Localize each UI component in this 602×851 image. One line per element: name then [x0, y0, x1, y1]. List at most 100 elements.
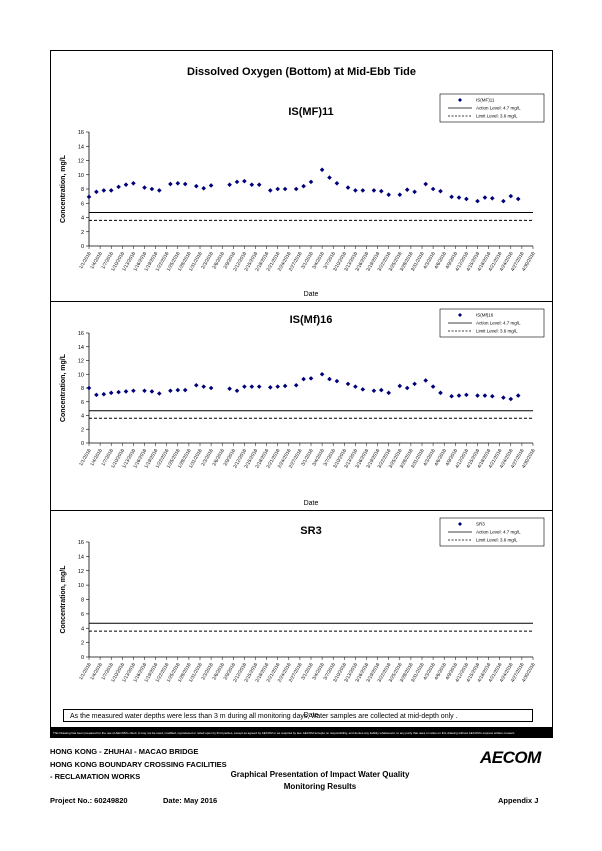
y-tick-label: 12: [78, 159, 84, 165]
data-point: [227, 386, 232, 391]
data-point: [168, 388, 173, 394]
data-point: [456, 393, 462, 398]
data-point: [404, 385, 410, 391]
legend-label-limit: Limit Level: 3.6 mg/L: [476, 114, 518, 119]
data-point: [194, 382, 199, 388]
y-tick-label: 4: [81, 216, 84, 222]
data-point: [123, 182, 129, 188]
x-axis-label: Date: [304, 500, 319, 507]
data-point: [182, 181, 188, 187]
data-point: [242, 384, 247, 389]
data-point: [182, 387, 188, 393]
data-point: [327, 175, 332, 180]
y-tick-label: 10: [78, 173, 84, 179]
y-tick-label: 0: [81, 441, 84, 447]
data-point: [515, 393, 521, 398]
footer-project-number: Project No.: 60249820: [50, 796, 128, 805]
data-point: [168, 181, 173, 187]
legend-marker-series: [458, 313, 462, 317]
legend-label-series: IS(Mf)16: [476, 313, 494, 318]
data-point: [501, 395, 506, 400]
data-point: [353, 188, 358, 193]
data-point: [345, 381, 351, 387]
data-point: [149, 186, 155, 192]
data-point: [334, 181, 340, 186]
data-point: [227, 182, 232, 188]
legend-marker-series: [458, 522, 462, 526]
data-point: [131, 388, 136, 394]
legend-label-action: Action Level: 4.7 mg/L: [476, 321, 521, 326]
data-point: [397, 383, 403, 389]
data-point: [482, 195, 488, 200]
data-point: [108, 188, 114, 193]
legend-label-action: Action Level: 4.7 mg/L: [476, 106, 521, 111]
data-point: [449, 393, 454, 399]
y-tick-label: 4: [81, 626, 84, 632]
data-point: [371, 388, 377, 394]
data-point: [201, 384, 206, 389]
y-tick-label: 0: [81, 655, 84, 661]
data-point: [175, 181, 181, 186]
data-point: [404, 187, 410, 193]
data-point: [101, 188, 107, 193]
data-point: [308, 179, 314, 185]
data-point: [379, 188, 384, 194]
data-point: [490, 393, 495, 399]
data-point: [275, 186, 280, 192]
chart-title: SR3: [300, 525, 321, 537]
y-tick-label: 16: [78, 130, 84, 136]
data-point: [101, 391, 107, 397]
data-point: [501, 198, 506, 204]
y-tick-label: 4: [81, 414, 84, 420]
data-point: [371, 188, 377, 193]
y-axis-label: Concentration, mg/L: [60, 565, 67, 634]
y-tick-label: 6: [81, 612, 84, 618]
data-point: [268, 188, 273, 193]
y-tick-label: 2: [81, 641, 84, 647]
legend-label-series: IS(MF)11: [476, 98, 495, 103]
data-point: [94, 189, 99, 195]
legend-marker-series: [458, 98, 462, 102]
y-tick-label: 10: [78, 583, 84, 589]
data-point: [149, 389, 155, 394]
y-tick-label: 6: [81, 400, 84, 406]
y-tick-label: 6: [81, 201, 84, 207]
y-tick-label: 12: [78, 359, 84, 365]
y-tick-label: 14: [78, 345, 84, 351]
footer-report-title-2: Monitoring Results: [283, 782, 357, 791]
data-point: [234, 179, 240, 185]
data-point: [116, 184, 121, 190]
data-point: [301, 183, 306, 189]
y-axis-label: Concentration, mg/L: [60, 154, 67, 223]
disclaimer-bar: [51, 728, 552, 737]
aecom-logo: AECOM: [480, 748, 541, 767]
data-point: [142, 185, 147, 190]
y-tick-label: 14: [78, 554, 84, 560]
data-point: [86, 194, 92, 200]
data-point: [282, 383, 288, 389]
x-axis-label: Date: [304, 712, 319, 719]
data-point: [456, 195, 462, 200]
data-point: [490, 195, 495, 201]
chart-panel-1: IS(MF)11 0 2 4 6 8 10 12 14 16 Concentration, mg/L…: [51, 93, 552, 302]
data-point: [175, 387, 181, 393]
data-point: [464, 196, 469, 202]
data-point: [208, 183, 214, 188]
data-point: [131, 181, 136, 186]
y-tick-label: 12: [78, 569, 84, 575]
data-point: [475, 393, 480, 398]
data-point: [293, 382, 299, 388]
data-point: [268, 385, 273, 390]
data-point: [208, 385, 214, 391]
data-point: [256, 182, 262, 188]
y-tick-label: 10: [78, 372, 84, 378]
data-point: [242, 178, 247, 184]
footer-appendix: Appendix J: [498, 796, 539, 805]
y-tick-label: 2: [81, 230, 84, 236]
page-frame: [50, 50, 553, 738]
y-axis-label: Concentration, mg/L: [60, 353, 67, 422]
data-point: [412, 381, 417, 387]
data-point: [353, 384, 358, 389]
data-point: [334, 378, 340, 384]
